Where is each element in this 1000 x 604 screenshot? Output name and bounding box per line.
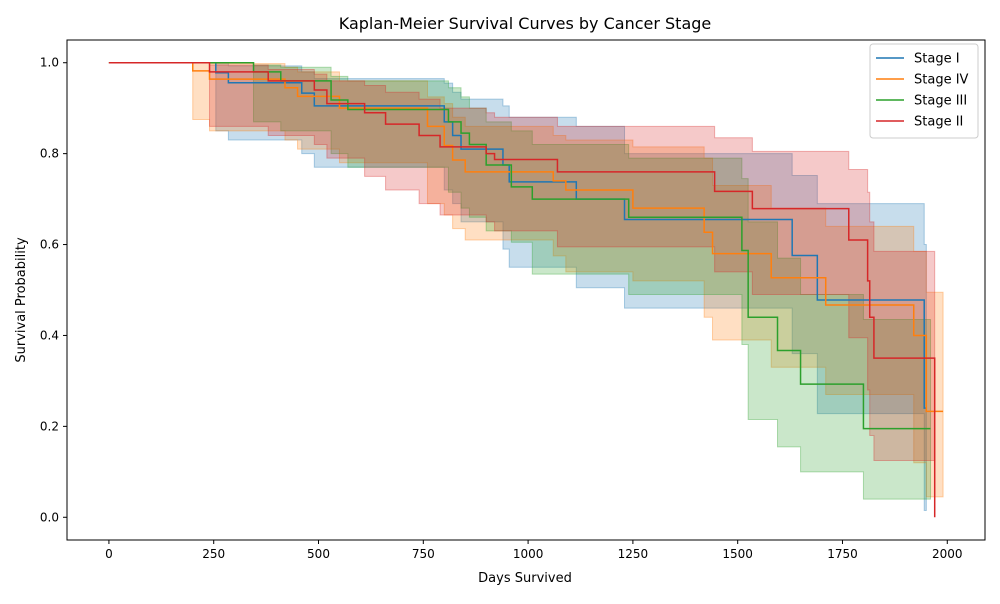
- survival-line-series-0: [108, 61, 927, 409]
- x-tick-label: 750: [412, 547, 435, 561]
- y-tick-label: 0.4: [40, 328, 59, 342]
- y-axis-label: Survival Probability: [14, 237, 29, 363]
- survival-line-series-3: [108, 61, 936, 518]
- axes-frame: [66, 39, 986, 541]
- x-tick-label: 0: [105, 547, 113, 561]
- x-tick-label: 2000: [932, 547, 963, 561]
- ci-band-series-0: [108, 62, 927, 511]
- survival-line-series-1: [108, 61, 944, 413]
- y-tick-label: 0.6: [40, 238, 59, 252]
- legend-label-series-2: Stage III: [914, 94, 967, 109]
- x-tick-label: 1500: [722, 547, 753, 561]
- x-tick-label: 500: [307, 547, 330, 561]
- x-axis-label: Days Survived: [478, 571, 572, 586]
- ci-band-series-1: [108, 62, 944, 498]
- y-tick-label: 0.2: [40, 419, 59, 433]
- plot-area: [108, 61, 944, 518]
- legend-frame: [869, 43, 979, 139]
- legend-label-series-1: Stage IV: [914, 73, 969, 88]
- ci-band-series-2: [108, 62, 932, 500]
- y-tick-label: 0.0: [40, 510, 59, 524]
- axes: 0 250 500 750 1000 1250 1500 1750 2000 0.0 0.2 0.4 0…: [40, 39, 986, 561]
- legend: Stage I Stage IV Stage III Stage II: [869, 43, 979, 139]
- ci-band-series-3: [108, 62, 936, 461]
- legend-label-series-0: Stage I: [914, 52, 960, 67]
- x-tick-label: 1250: [618, 547, 649, 561]
- legend-label-series-3: Stage II: [914, 115, 963, 130]
- survival-line-series-2: [108, 61, 931, 430]
- x-tick-label: 1750: [827, 547, 858, 561]
- y-tick-label: 1.0: [40, 56, 59, 70]
- x-tick-label: 1000: [513, 547, 544, 561]
- x-tick-label: 250: [202, 547, 225, 561]
- y-tick-label: 0.8: [40, 147, 59, 161]
- chart-title: Kaplan-Meier Survival Curves by Cancer S…: [339, 14, 712, 33]
